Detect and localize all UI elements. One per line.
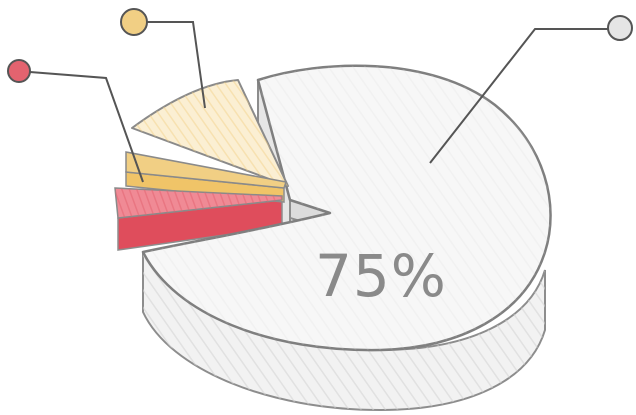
marker-12 bbox=[7, 59, 31, 83]
slice-75-top-hatch bbox=[143, 65, 551, 351]
callouts bbox=[7, 8, 633, 183]
pie-top-faces bbox=[114, 64, 552, 352]
marker-75 bbox=[607, 15, 633, 41]
slice-13-top-hatch bbox=[132, 80, 288, 186]
slice-75-value-label: 75% bbox=[315, 242, 447, 310]
callout-line-12 bbox=[29, 71, 144, 183]
marker-13 bbox=[120, 8, 148, 36]
slice-13-lower-band bbox=[125, 151, 287, 189]
slice-12-top-hatch bbox=[115, 188, 282, 218]
slice-75-side-shade bbox=[143, 252, 545, 410]
callout-line-13 bbox=[146, 21, 206, 109]
callout-line-75 bbox=[429, 28, 612, 164]
